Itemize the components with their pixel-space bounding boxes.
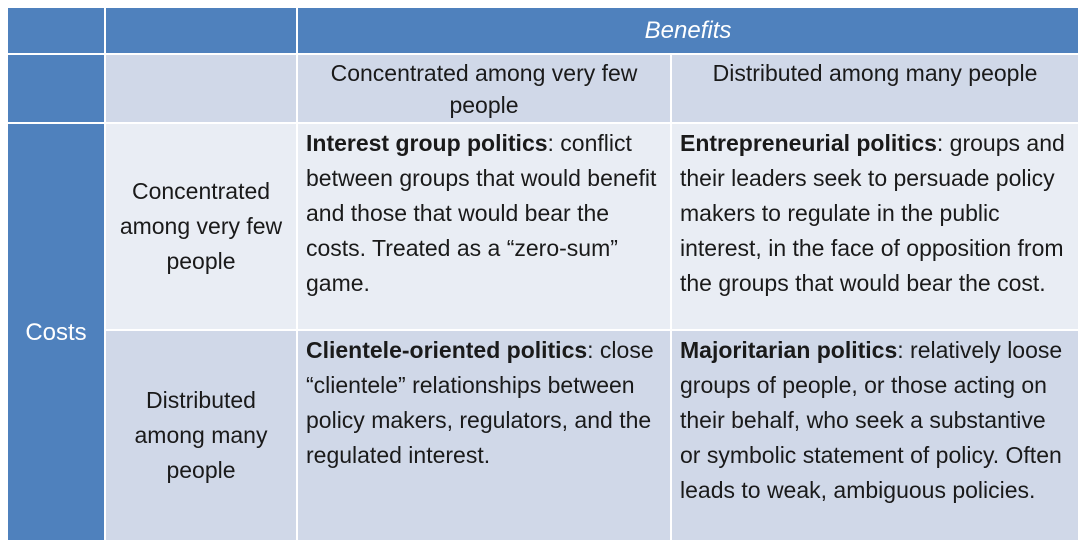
benefit-column-concentrated: Concentrated among very few people [298,55,670,122]
cell-text: : conflict between groups that would ben… [306,130,657,296]
cell-majoritarian-politics: Majoritarian politics: relatively loose … [672,331,1078,540]
benefits-header: Benefits [298,8,1078,53]
cell-title: Entrepreneurial politics [680,130,937,156]
cost-row-concentrated: Concentrated among very few people [106,124,296,329]
cell-text: : groups and their leaders seek to persu… [680,130,1065,296]
politics-typology-table: Benefits Concentrated among very few peo… [8,8,1078,540]
cell-text: : relatively loose groups of people, or … [680,337,1063,503]
subheader-blank-cell [106,55,296,122]
costs-header: Costs [8,124,104,540]
benefit-column-distributed: Distributed among many people [672,55,1078,122]
header-blank-cell [106,8,296,53]
cost-row-concentrated-label: Concentrated among very few people [119,178,283,274]
cost-row-distributed: Distributed among many people [106,331,296,540]
cell-title: Majoritarian politics [680,337,898,363]
cell-text: : close “clientele” relationships betwee… [306,337,654,468]
cost-row-distributed-label: Distributed among many people [134,387,268,483]
cell-clientele-oriented-politics: Clientele-oriented politics: close “clie… [298,331,670,540]
costs-header-top [8,55,104,122]
cell-interest-group-politics: Interest group politics: conflict betwee… [298,124,670,329]
cell-entrepreneurial-politics: Entrepreneurial politics: groups and the… [672,124,1078,329]
corner-cell [8,8,104,53]
cell-title: Interest group politics [306,130,548,156]
cell-title: Clientele-oriented politics [306,337,588,363]
